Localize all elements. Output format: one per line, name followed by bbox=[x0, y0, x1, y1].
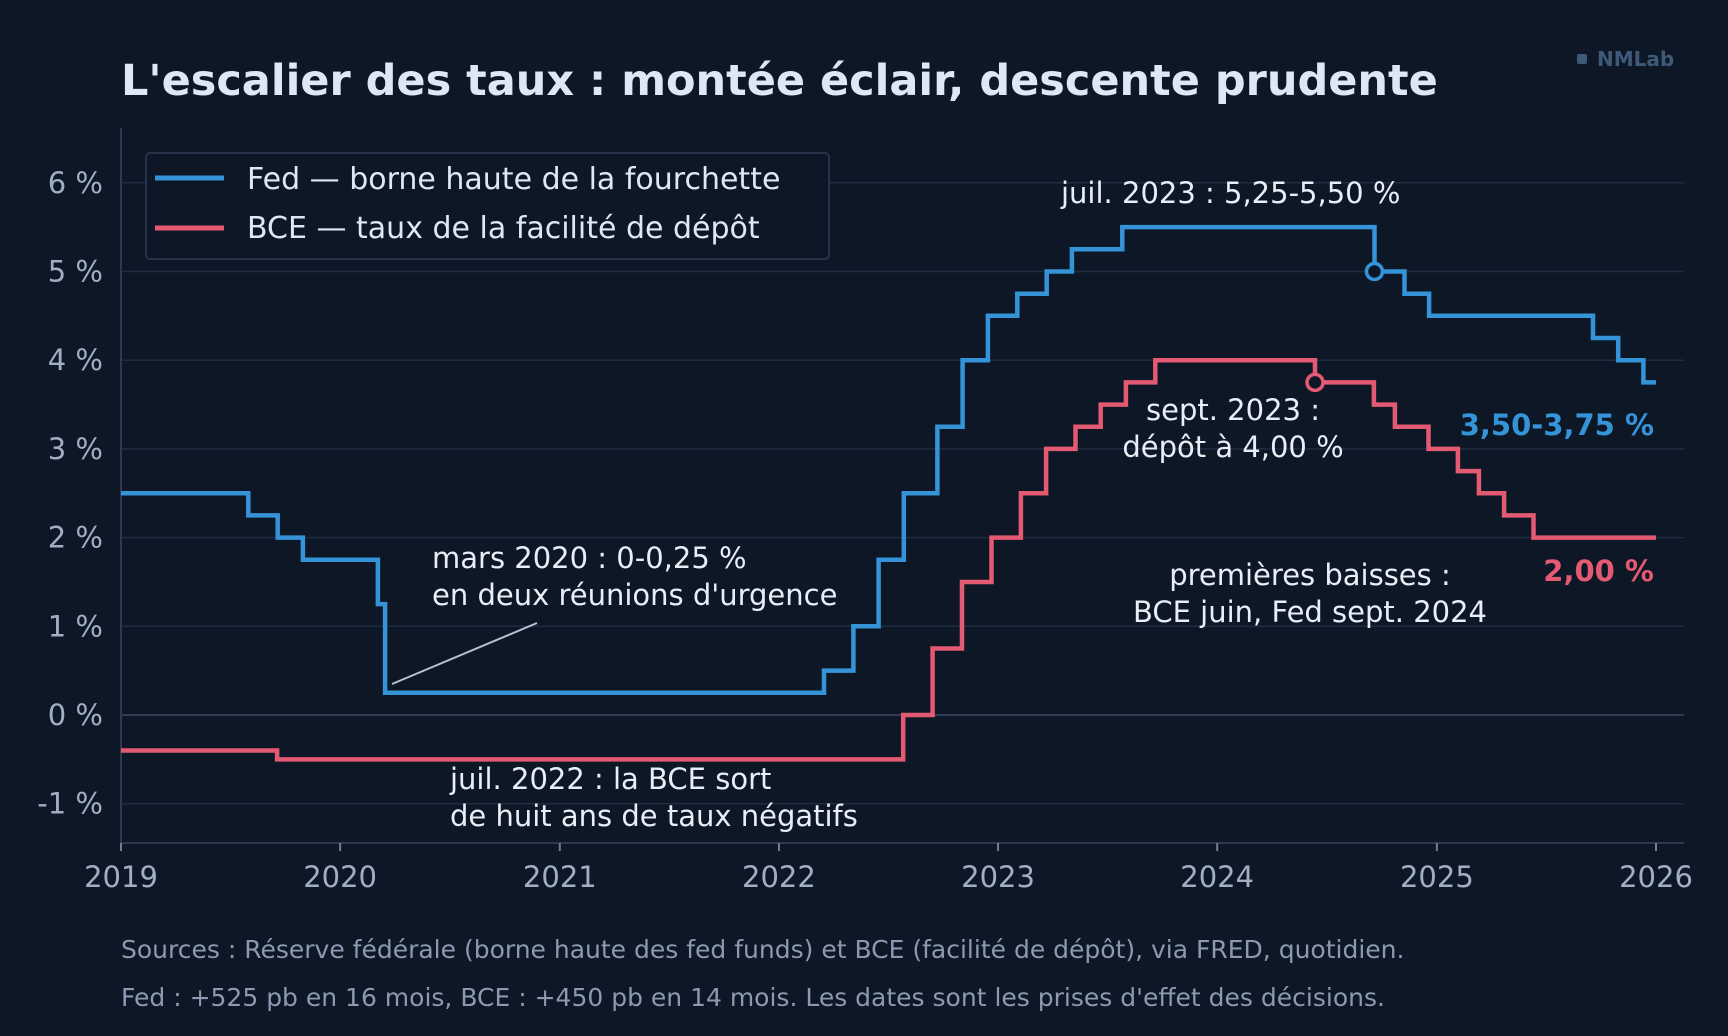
legend-label-fed: Fed — borne haute de la fourchette bbox=[247, 162, 780, 197]
source-line-2: Fed : +525 pb en 16 mois, BCE : +450 pb … bbox=[121, 983, 1385, 1012]
legend-box bbox=[145, 152, 830, 260]
x-tick-label: 2026 bbox=[1619, 860, 1693, 894]
x-tick-label: 2021 bbox=[523, 860, 597, 894]
annotation-ecb-peak-line1: sept. 2023 : bbox=[1146, 393, 1320, 427]
chart-title: L'escalier des taux : montée éclair, des… bbox=[121, 56, 1438, 106]
source-line-1: Sources : Réserve fédérale (borne haute … bbox=[121, 935, 1404, 964]
annotation-cuts-line2: BCE juin, Fed sept. 2024 bbox=[1133, 595, 1487, 629]
annotation-covid-line1: mars 2020 : 0-0,25 % bbox=[432, 541, 747, 575]
y-tick-label: 0 % bbox=[48, 698, 103, 732]
x-tick-label: 2024 bbox=[1180, 860, 1254, 894]
y-tick-label: 6 % bbox=[48, 166, 103, 200]
y-tick-label: 1 % bbox=[48, 609, 103, 643]
marker-fed-first-cut bbox=[1364, 261, 1385, 282]
x-tick-label: 2025 bbox=[1400, 860, 1474, 894]
annotation-covid-line2: en deux réunions d'urgence bbox=[432, 578, 837, 612]
y-tick-label: 3 % bbox=[48, 432, 103, 466]
series-line-fed bbox=[121, 224, 1656, 696]
x-tick-label: 2022 bbox=[742, 860, 816, 894]
annotation-ecb-exit-line2: de huit ans de taux négatifs bbox=[450, 799, 858, 833]
end-label-ecb: 2,00 % bbox=[1543, 554, 1654, 588]
annotations: juil. 2023 : 5,25-5,50 % sept. 2023 : dé… bbox=[391, 176, 1487, 833]
annotation-fed-peak: juil. 2023 : 5,25-5,50 % bbox=[1060, 176, 1400, 210]
brand-label: NMLab bbox=[1597, 47, 1674, 71]
annotation-ecb-exit-line1: juil. 2022 : la BCE sort bbox=[449, 762, 771, 796]
marker-ecb-first-cut bbox=[1305, 372, 1325, 393]
axes: -1 % 0 % 1 % 2 % 3 % 4 % 5 % 6 % 2019 2020 2021 202… bbox=[37, 128, 1693, 894]
x-tick-label: 2023 bbox=[961, 860, 1035, 894]
x-tick-label: 2020 bbox=[303, 860, 377, 894]
series-line-ecb bbox=[121, 357, 1656, 762]
annotation-covid-pointer bbox=[391, 622, 538, 685]
annotation-ecb-peak-line2: dépôt à 4,00 % bbox=[1122, 430, 1343, 464]
end-label-fed: 3,50-3,75 % bbox=[1460, 408, 1654, 442]
series bbox=[121, 224, 1656, 762]
x-tick-label: 2019 bbox=[84, 860, 158, 894]
brand-icon bbox=[1577, 54, 1587, 64]
annotation-cuts-line1: premières baisses : bbox=[1169, 558, 1451, 592]
legend-label-ecb: BCE — taux de la facilité de dépôt bbox=[247, 211, 760, 246]
y-tick-label: -1 % bbox=[37, 787, 103, 821]
y-tick-label: 2 % bbox=[48, 521, 103, 555]
y-tick-label: 4 % bbox=[48, 343, 103, 377]
legend: Fed — borne haute de la fourchette BCE —… bbox=[145, 152, 830, 260]
y-tick-label: 5 % bbox=[48, 255, 103, 289]
